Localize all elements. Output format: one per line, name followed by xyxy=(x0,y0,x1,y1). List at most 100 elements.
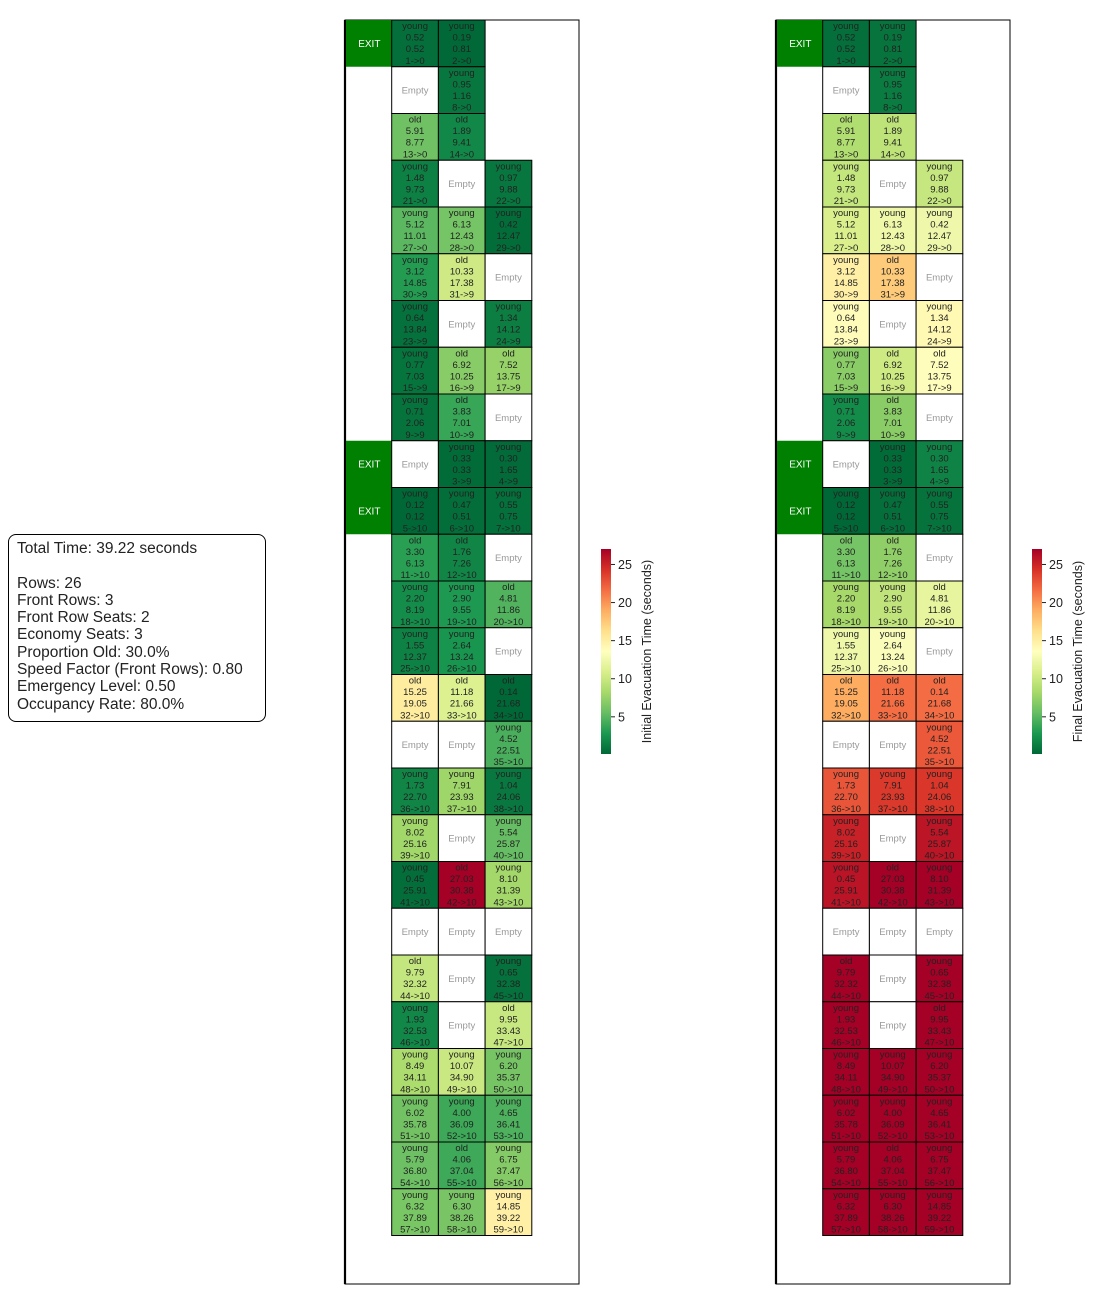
initial-time-label: 7.91 xyxy=(884,781,903,792)
passenger-type-label: young xyxy=(833,255,859,266)
route-label: 29->0 xyxy=(496,243,521,254)
seat-heat-rect xyxy=(484,674,533,722)
final-time-label: 32.53 xyxy=(834,1026,858,1037)
empty-seat-label: Empty xyxy=(495,553,522,564)
route-label: 42->10 xyxy=(878,897,908,908)
passenger-type-label: young xyxy=(833,302,859,313)
empty-seat: Empty xyxy=(822,720,870,769)
initial-time-label: 0.95 xyxy=(453,79,472,90)
initial-time-label: 1.34 xyxy=(499,313,518,324)
route-label: 8->0 xyxy=(883,103,902,114)
passenger-type-label: young xyxy=(927,722,953,733)
initial-time-label: 0.14 xyxy=(499,687,518,698)
final-time-label: 8.77 xyxy=(837,138,856,149)
final-time-label: 23.93 xyxy=(881,792,905,803)
empty-seat-label: Empty xyxy=(879,927,906,938)
passenger-type-label: young xyxy=(927,161,953,172)
route-label: 29->0 xyxy=(927,243,952,254)
route-label: 28->0 xyxy=(880,243,905,254)
initial-time-label: 4.06 xyxy=(884,1155,903,1166)
final-time-label: 12.47 xyxy=(928,231,952,242)
empty-seat-rect xyxy=(437,1001,486,1049)
empty-seat-label: Empty xyxy=(879,974,906,985)
final-time-label: 34.90 xyxy=(881,1073,905,1084)
route-label: 36->10 xyxy=(831,804,861,815)
empty-seat-label: Empty xyxy=(495,927,522,938)
empty-seat: Empty xyxy=(484,393,533,442)
passenger-type-label: young xyxy=(927,208,953,219)
route-label: 32->10 xyxy=(831,710,861,721)
initial-time-label: 5.79 xyxy=(837,1155,856,1166)
passenger-type-label: young xyxy=(880,769,906,780)
seat-heat-rect xyxy=(822,814,870,862)
empty-seat-label: Empty xyxy=(879,319,906,330)
final-time-label: 36.41 xyxy=(928,1119,952,1130)
passenger-type-label: young xyxy=(449,629,475,640)
route-label: 20->10 xyxy=(494,617,524,628)
route-label: 52->10 xyxy=(447,1131,477,1142)
passenger-type-label: young xyxy=(927,1143,953,1154)
route-label: 33->10 xyxy=(447,710,477,721)
initial-time-label: 0.33 xyxy=(884,453,903,464)
final-time-label: 37.89 xyxy=(834,1213,858,1224)
route-label: 23->9 xyxy=(403,336,428,347)
empty-seat: Empty xyxy=(391,720,439,769)
initial-time-label: 8.10 xyxy=(499,874,518,885)
passenger-type-label: old xyxy=(502,582,515,593)
route-label: 57->10 xyxy=(831,1225,861,1236)
initial-time-label: 0.55 xyxy=(499,500,518,511)
passenger-type-label: young xyxy=(880,442,906,453)
initial-time-label: 1.93 xyxy=(406,1014,425,1025)
route-label: 50->10 xyxy=(925,1084,955,1095)
initial-time-label: 0.45 xyxy=(406,874,425,885)
initial-time-label: 2.20 xyxy=(837,594,856,605)
empty-seat-label: Empty xyxy=(926,553,953,564)
initial-time-label: 1.73 xyxy=(406,781,425,792)
passenger-type-label: young xyxy=(402,489,428,500)
initial-time-label: 6.32 xyxy=(837,1201,856,1212)
initial-time-label: 0.97 xyxy=(499,173,518,184)
final-time-label: 23.93 xyxy=(450,792,474,803)
final-time-label: 34.11 xyxy=(835,1073,858,1084)
initial-time-label: 3.12 xyxy=(837,266,856,277)
passenger-type-label: young xyxy=(402,769,428,780)
passenger-type-label: young xyxy=(927,1050,953,1061)
route-label: 25->10 xyxy=(400,664,430,675)
final-time-label: 24.06 xyxy=(497,792,521,803)
seat-heat-rect xyxy=(484,767,533,816)
route-label: 52->10 xyxy=(878,1131,908,1142)
seat-heat-rect xyxy=(437,66,486,114)
seat-heat-rect xyxy=(868,767,917,816)
initial-time-label: 27.03 xyxy=(881,874,905,885)
passenger-type-label: old xyxy=(933,1003,946,1014)
empty-seat-label: Empty xyxy=(448,974,475,985)
empty-seat: Empty xyxy=(484,907,533,956)
final-time-label: 0.52 xyxy=(837,44,856,55)
seat-heat-rect xyxy=(484,861,533,909)
final-time-label: 0.51 xyxy=(884,512,903,523)
route-label: 13->0 xyxy=(403,149,428,160)
initial-time-label: 0.12 xyxy=(406,500,425,511)
route-label: 54->10 xyxy=(831,1178,861,1189)
empty-seat: Empty xyxy=(391,66,439,114)
final-time-label: 25.91 xyxy=(834,886,858,897)
seat-heat-rect xyxy=(437,767,486,816)
passenger-type-label: young xyxy=(927,442,953,453)
